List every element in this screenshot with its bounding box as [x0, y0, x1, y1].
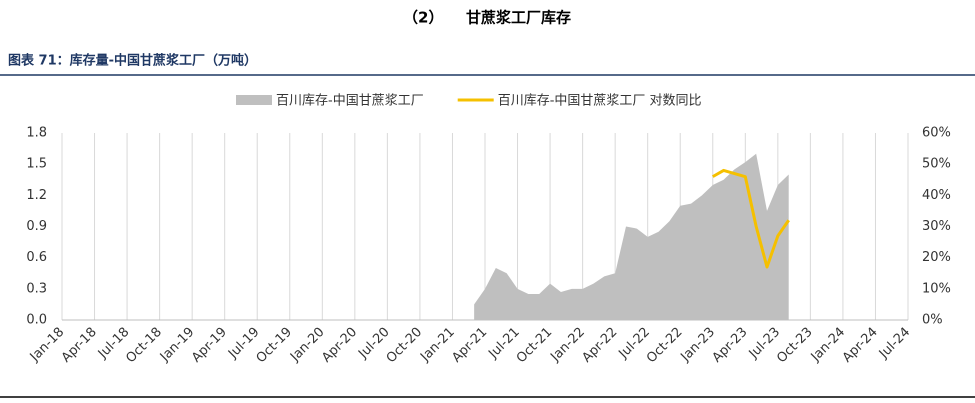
y2-tick-label: 0%	[922, 313, 943, 328]
x-tick-label: Jan-22	[547, 325, 588, 366]
x-tick-label: Jan-21	[417, 325, 458, 366]
x-tick-label: Apr-18	[59, 325, 100, 366]
x-tick-label: Jul-24	[876, 325, 913, 362]
legend-label: 百川库存-中国甘蔗浆工厂	[276, 93, 424, 109]
x-tick-label: Jan-20	[287, 325, 328, 366]
y-tick-label: 0.0	[26, 313, 47, 328]
x-tick-label: Oct-21	[514, 325, 556, 367]
x-tick-label: Apr-24	[840, 325, 881, 366]
y2-tick-label: 60%	[922, 126, 951, 141]
area	[474, 153, 789, 320]
x-tick-label: Jan-24	[808, 325, 849, 366]
x-tick-label: Oct-23	[774, 325, 816, 367]
legend-label: 百川库存-中国甘蔗浆工厂 对数同比	[498, 93, 702, 109]
x-tick-label: Jan-18	[27, 325, 68, 366]
x-tick-label: Apr-20	[319, 325, 360, 366]
y2-tick-label: 50%	[922, 157, 951, 172]
section-heading: （2） 甘蔗浆工厂库存	[403, 9, 571, 27]
x-tick-label: Apr-21	[449, 325, 490, 366]
y-tick-label: 0.3	[26, 281, 47, 296]
x-tick-label: Jan-19	[157, 325, 198, 366]
chart-title: 图表 71：库存量-中国甘蔗浆工厂（万吨）	[8, 53, 257, 69]
x-tick-label: Oct-20	[384, 325, 426, 367]
y-tick-label: 0.9	[26, 219, 47, 234]
y-tick-label: 1.2	[26, 188, 47, 203]
x-tick-label: Apr-22	[580, 325, 621, 366]
y-tick-label: 1.8	[26, 126, 47, 141]
line	[712, 168, 790, 269]
y-tick-label: 0.6	[26, 250, 47, 265]
x-tick-label: Oct-19	[254, 325, 296, 367]
y2-tick-label: 40%	[922, 188, 951, 203]
legend-swatch	[236, 95, 272, 105]
x-tick-label: Oct-18	[123, 325, 165, 367]
y2-tick-label: 30%	[922, 219, 951, 234]
x-tick-label: Jan-23	[678, 325, 719, 366]
y2-tick-label: 10%	[922, 281, 951, 296]
x-tick-label: Apr-23	[710, 325, 751, 366]
y2-tick-label: 20%	[922, 250, 951, 265]
x-tick-label: Apr-19	[189, 325, 230, 366]
y-tick-label: 1.5	[26, 157, 47, 172]
x-tick-label: Oct-22	[644, 325, 686, 367]
